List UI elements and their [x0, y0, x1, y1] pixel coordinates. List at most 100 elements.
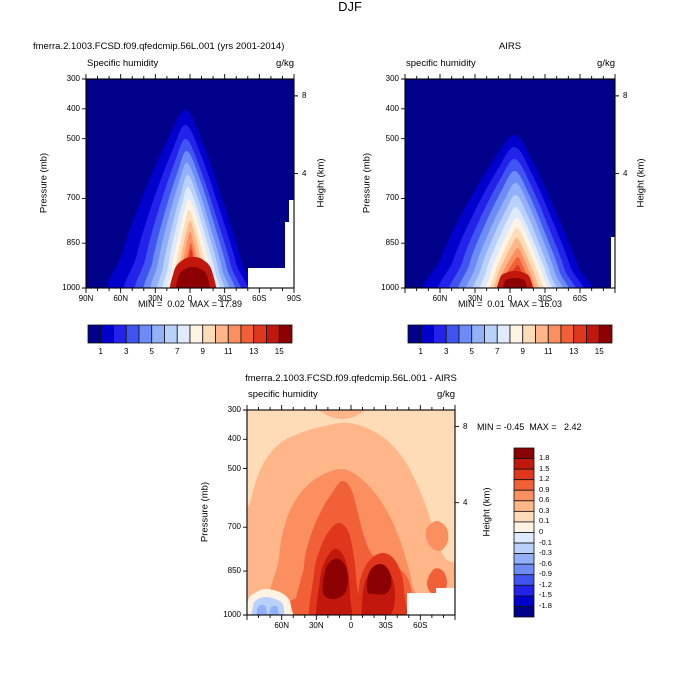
plot-border [246, 409, 456, 616]
colorbar-cell [513, 479, 535, 491]
colorbar-cell [509, 324, 524, 344]
missing-data-cutout [248, 200, 294, 288]
diff-colorbar-label: 0.1 [539, 516, 550, 526]
diff-colorbar-label: 0.9 [539, 484, 550, 494]
diff-colorbar-label: 1.2 [539, 474, 550, 484]
diff-latitude-tick-label: 0 [348, 621, 354, 630]
diff-colorbar-label: -0.3 [539, 548, 552, 558]
colorbar-cell [100, 324, 114, 344]
airs-colorbar-label: 5 [469, 347, 474, 356]
diff-height-tick-label: 4 [463, 497, 468, 507]
diff-height-tick-label: 8 [463, 421, 468, 431]
colorbar-cell [433, 324, 447, 344]
colorbar-cell [407, 324, 422, 344]
colorbar-cell [266, 324, 280, 344]
airs-height-tick-label: 8 [623, 90, 628, 100]
airs-header-units: g/kg [597, 58, 615, 69]
colorbar-cell [513, 542, 535, 555]
model-contour-field [86, 79, 294, 288]
model-colorbar [87, 324, 293, 344]
diff-colorbar-label: -1.5 [539, 590, 552, 600]
model-height-tick-label: 4 [302, 168, 307, 178]
diff-pressure-tick-label: 400 [227, 434, 241, 444]
colorbar-cell [586, 324, 600, 344]
figure-title: DJF [338, 0, 362, 14]
colorbar-cell [535, 324, 549, 344]
colorbar-cell [598, 324, 613, 344]
colorbar-cell [215, 324, 229, 344]
colorbar-cell [573, 324, 587, 344]
airs-height-axis-label: Height (km) [635, 158, 647, 208]
colorbar-cell [125, 324, 140, 344]
diff-colorbar-label: -1.2 [539, 579, 552, 589]
axis-tick-marks [401, 74, 619, 293]
diff-pressure-tick-label: 1000 [223, 610, 241, 619]
airs-latitude-tick-label: 60S [572, 294, 588, 303]
model-colorbar-label: 13 [249, 347, 259, 356]
model-pressure-tick-label: 1000 [62, 283, 80, 292]
airs-pressure-tick-label: 700 [385, 193, 399, 203]
colorbar-cell [513, 489, 535, 502]
panel-model-title: fmerra.2.1003.FCSD.f09.qfedcmip.56L.001 … [33, 41, 285, 52]
diff-latitude-tick-label: 60N [274, 621, 290, 630]
model-pressure-tick-label: 400 [66, 103, 80, 113]
diff-latitude-tick-label: 30N [308, 621, 324, 630]
colorbar-cell [176, 324, 191, 344]
panel-airs-title: AIRS [498, 41, 522, 52]
missing-data-cutout [611, 237, 615, 288]
model-minmax-stats: MIN = 0.02 MAX = 17.89 [137, 299, 243, 309]
airs-pressure-tick-label: 850 [385, 238, 399, 248]
model-latitude-tick-label: 30N [147, 294, 163, 303]
airs-colorbar-label: 7 [495, 347, 500, 356]
diff-height-axis-label: Height (km) [481, 487, 493, 537]
diff-pressure-tick-label: 300 [227, 405, 241, 414]
airs-pressure-tick-label: 300 [385, 74, 399, 83]
colorbar-cell [513, 458, 535, 470]
model-colorbar-label: 15 [274, 347, 284, 356]
colorbar-cell [278, 324, 293, 344]
colorbar-cell [420, 324, 434, 344]
diff-colorbar [513, 447, 535, 618]
airs-pressure-tick-label: 1000 [381, 283, 399, 292]
model-colorbar-label: 3 [124, 347, 129, 356]
model-latitude-tick-label: 90S [286, 294, 302, 303]
model-latitude-tick-label: 60N [113, 294, 129, 303]
airs-colorbar-label: 15 [594, 347, 604, 356]
colorbar-cell [513, 521, 535, 533]
diff-contour-plot [243, 405, 459, 620]
missing-data-cutout [407, 588, 455, 615]
colorbar-cell [560, 324, 575, 344]
colorbar-cell [513, 447, 535, 459]
airs-contour-plot [401, 74, 619, 293]
airs-latitude-tick-label: 0 [507, 294, 513, 303]
model-header-variable: Specific humidity [87, 58, 159, 69]
colorbar-cell [513, 553, 535, 565]
diff-colorbar-label: -0.1 [539, 537, 552, 547]
airs-colorbar-label: 3 [444, 347, 449, 356]
airs-pressure-tick-label: 400 [385, 103, 399, 113]
colorbar-cell [138, 324, 153, 344]
model-pressure-tick-label: 300 [66, 74, 80, 83]
colorbar-cell [513, 532, 535, 544]
contour-band [318, 410, 366, 420]
plot-border [404, 78, 616, 289]
colorbar-cell [202, 324, 216, 344]
colorbar-cell [513, 606, 535, 618]
airs-colorbar [407, 324, 613, 344]
colorbar-cell [513, 510, 535, 523]
model-pressure-tick-label: 700 [66, 193, 80, 203]
diff-colorbar-label: -0.9 [539, 569, 552, 579]
model-pressure-tick-label: 500 [66, 133, 80, 143]
diff-minmax-stats: MIN = -0.45 MAX = 2.42 [477, 422, 582, 432]
colorbar-cell [513, 563, 535, 576]
contour-band [256, 604, 268, 615]
colorbar-cell [513, 574, 535, 586]
diff-pressure-tick-label: 850 [227, 566, 241, 576]
model-colorbar-label: 9 [200, 347, 205, 356]
diff-colorbar-label: 0 [539, 527, 544, 536]
colorbar-cell [189, 324, 204, 344]
colorbar-cell [227, 324, 242, 344]
model-latitude-tick-label: 30S [217, 294, 232, 303]
airs-header-variable: specific humidity [406, 58, 476, 69]
